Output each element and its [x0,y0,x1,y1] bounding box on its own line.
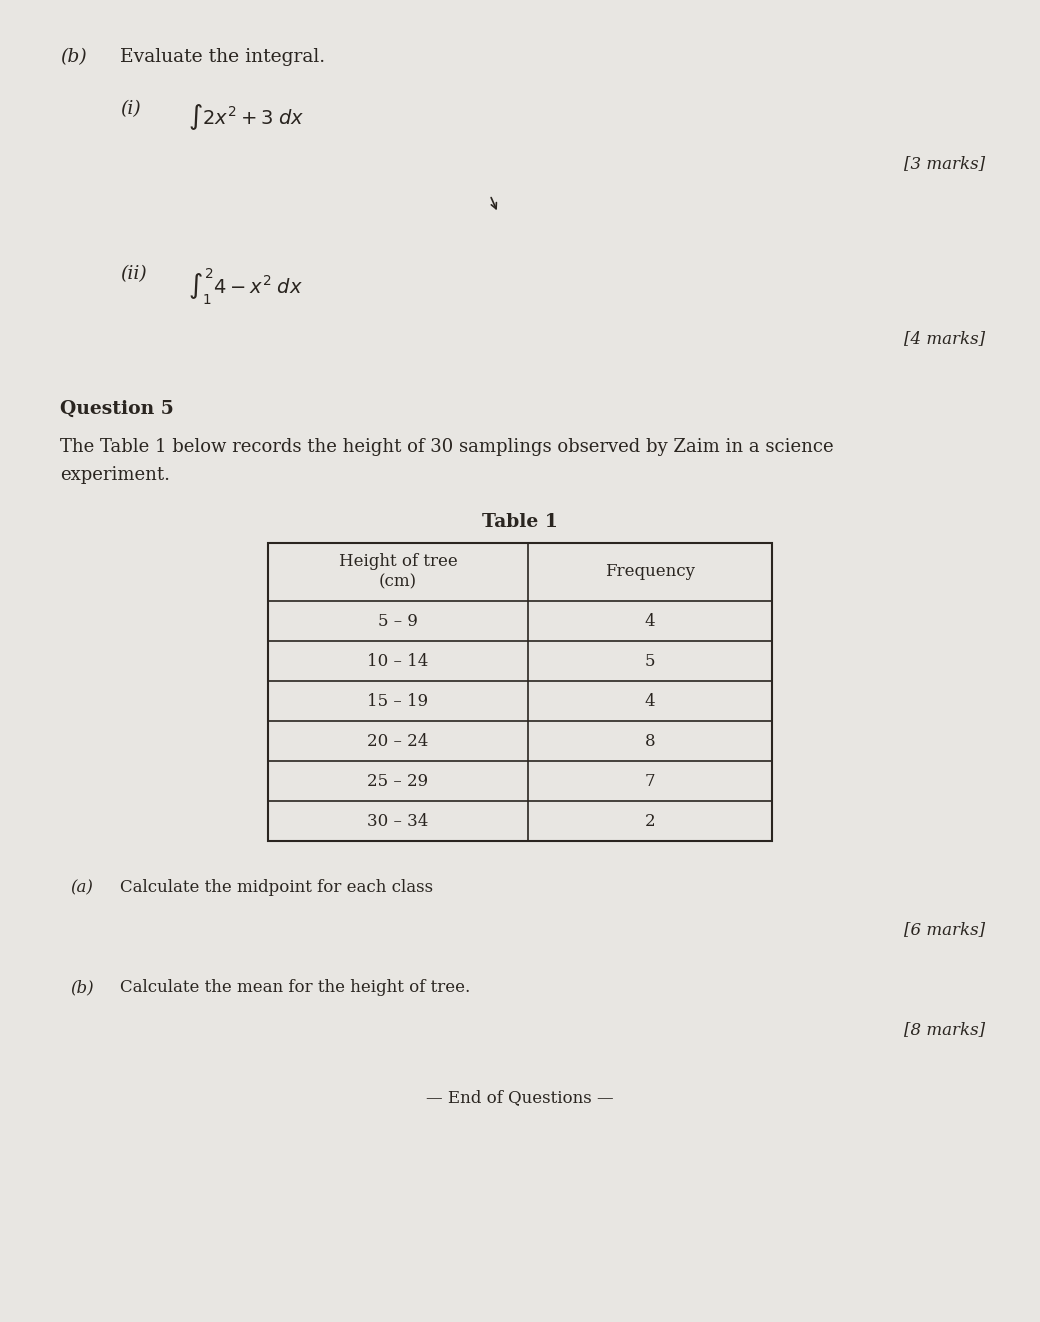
Text: (b): (b) [70,980,94,995]
Text: [6 marks]: [6 marks] [904,921,985,939]
Text: 4: 4 [645,612,655,629]
Text: 25 – 29: 25 – 29 [367,772,428,789]
Text: 30 – 34: 30 – 34 [367,813,428,829]
Text: $\int 2x^2+3\;dx$: $\int 2x^2+3\;dx$ [188,102,304,132]
Text: 5: 5 [645,653,655,669]
Text: 2: 2 [645,813,655,829]
Text: (ii): (ii) [120,264,147,283]
Text: 7: 7 [645,772,655,789]
Text: — End of Questions —: — End of Questions — [426,1089,614,1107]
Text: (b): (b) [60,48,86,66]
Text: [8 marks]: [8 marks] [904,1021,985,1038]
Text: The Table 1 below records the height of 30 samplings observed by Zaim in a scien: The Table 1 below records the height of … [60,438,834,456]
Text: 20 – 24: 20 – 24 [367,732,428,750]
Text: $\int_1^2 4-x^2\;dx$: $\int_1^2 4-x^2\;dx$ [188,267,303,307]
Text: (i): (i) [120,100,140,118]
Text: experiment.: experiment. [60,465,170,484]
Text: Calculate the midpoint for each class: Calculate the midpoint for each class [120,879,433,896]
Text: (a): (a) [70,879,93,896]
Text: [4 marks]: [4 marks] [904,330,985,346]
Text: [3 marks]: [3 marks] [904,155,985,172]
Text: Height of tree: Height of tree [339,554,458,571]
Text: 4: 4 [645,693,655,710]
Text: Table 1: Table 1 [483,513,557,531]
Text: Question 5: Question 5 [60,401,174,418]
Text: (cm): (cm) [379,574,417,591]
Text: 15 – 19: 15 – 19 [367,693,428,710]
Bar [268,543,772,841]
Text: Frequency: Frequency [605,563,695,580]
Text: Calculate the mean for the height of tree.: Calculate the mean for the height of tre… [120,980,470,995]
Text: 5 – 9: 5 – 9 [379,612,418,629]
Text: Evaluate the integral.: Evaluate the integral. [120,48,326,66]
Text: 8: 8 [645,732,655,750]
Text: 10 – 14: 10 – 14 [367,653,428,669]
